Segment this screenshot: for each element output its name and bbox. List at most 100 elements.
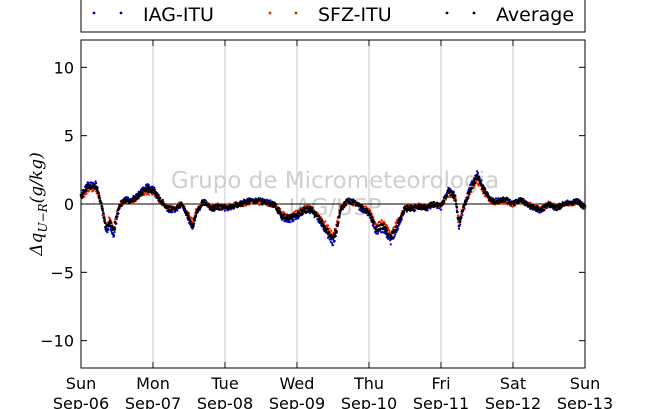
data-point <box>183 207 186 211</box>
x-tick-label-day: Tue <box>210 374 238 393</box>
data-point <box>511 205 514 208</box>
x-tick-label-date: Sep-08 <box>197 394 253 409</box>
data-point <box>263 200 267 203</box>
data-point <box>179 201 183 204</box>
data-point <box>318 216 322 220</box>
data-point <box>475 173 479 177</box>
data-point <box>382 222 385 226</box>
data-point <box>202 199 206 203</box>
data-point <box>158 196 162 200</box>
legend-marker <box>445 11 449 15</box>
x-tick-label-date: Sep-09 <box>269 394 325 409</box>
data-point <box>174 210 177 213</box>
data-point <box>460 214 463 217</box>
data-point <box>481 184 485 188</box>
data-point <box>147 183 150 187</box>
data-point <box>192 222 195 226</box>
data-point <box>367 207 370 210</box>
data-point <box>364 211 368 214</box>
data-point <box>146 190 150 193</box>
data-point <box>453 194 457 197</box>
data-point <box>331 244 335 247</box>
data-point <box>409 204 413 207</box>
data-point <box>364 205 368 208</box>
data-point <box>581 206 585 210</box>
data-point <box>372 223 375 226</box>
data-point <box>157 193 160 197</box>
data-point <box>247 201 251 205</box>
data-point <box>371 214 374 217</box>
data-point <box>153 189 156 193</box>
data-point <box>305 210 309 214</box>
data-point <box>370 216 374 219</box>
data-point <box>81 195 84 198</box>
legend-label: SFZ-ITU <box>318 4 392 26</box>
data-point <box>509 202 513 206</box>
data-point <box>461 209 465 212</box>
data-point <box>442 199 446 202</box>
data-point <box>104 227 108 230</box>
data-point <box>330 229 333 232</box>
data-point <box>483 188 487 191</box>
data-point <box>109 217 112 220</box>
data-point <box>336 222 340 225</box>
data-point <box>107 225 110 228</box>
data-point <box>176 206 180 209</box>
data-point <box>215 207 219 211</box>
y-axis-label-text: ΔqU−R(g/kg) <box>27 152 50 256</box>
data-point <box>289 213 293 217</box>
data-point <box>111 226 114 229</box>
data-point <box>350 198 353 202</box>
data-point <box>155 196 159 200</box>
data-point <box>300 211 304 215</box>
data-point <box>98 196 101 200</box>
data-point <box>457 224 461 228</box>
data-point <box>393 235 396 238</box>
data-point <box>385 229 389 232</box>
data-point <box>336 224 339 228</box>
data-point <box>234 201 238 204</box>
data-point <box>575 198 579 201</box>
x-tick-label-date: Sep-07 <box>125 394 181 409</box>
data-point <box>87 190 90 193</box>
data-point <box>456 210 459 214</box>
legend-label: IAG-ITU <box>143 4 214 26</box>
data-point <box>97 191 100 194</box>
data-point <box>94 180 97 183</box>
x-tick-label-date: Sep-12 <box>485 394 541 409</box>
data-point <box>182 205 185 208</box>
data-point <box>189 220 193 223</box>
data-point <box>131 202 134 205</box>
data-point <box>396 225 399 228</box>
data-point <box>267 201 271 204</box>
data-point <box>113 230 116 234</box>
data-point <box>342 205 345 209</box>
data-point <box>395 222 398 225</box>
data-point <box>333 235 337 238</box>
data-point <box>148 187 152 191</box>
data-point <box>81 192 85 195</box>
data-point <box>513 203 516 207</box>
x-tick-label-day: Thu <box>353 374 384 393</box>
data-point <box>193 218 196 222</box>
data-point <box>102 216 106 219</box>
data-point <box>277 206 281 210</box>
y-tick-label: −5 <box>50 263 74 282</box>
data-point <box>344 203 348 207</box>
data-point <box>373 221 376 224</box>
data-point <box>147 193 150 196</box>
watermark-line-1: Grupo de Micrometeorologia <box>171 168 499 194</box>
data-point <box>338 212 342 215</box>
data-point <box>324 220 327 223</box>
data-point <box>390 236 394 239</box>
data-point <box>85 187 88 190</box>
x-tick-label-day: Sat <box>500 374 526 393</box>
data-point <box>549 201 552 204</box>
data-point <box>317 214 320 218</box>
data-point <box>470 187 474 190</box>
data-point <box>120 204 123 207</box>
data-point <box>454 199 457 203</box>
data-point <box>451 192 455 196</box>
data-point <box>101 209 105 212</box>
legend-label: Average <box>496 4 574 26</box>
